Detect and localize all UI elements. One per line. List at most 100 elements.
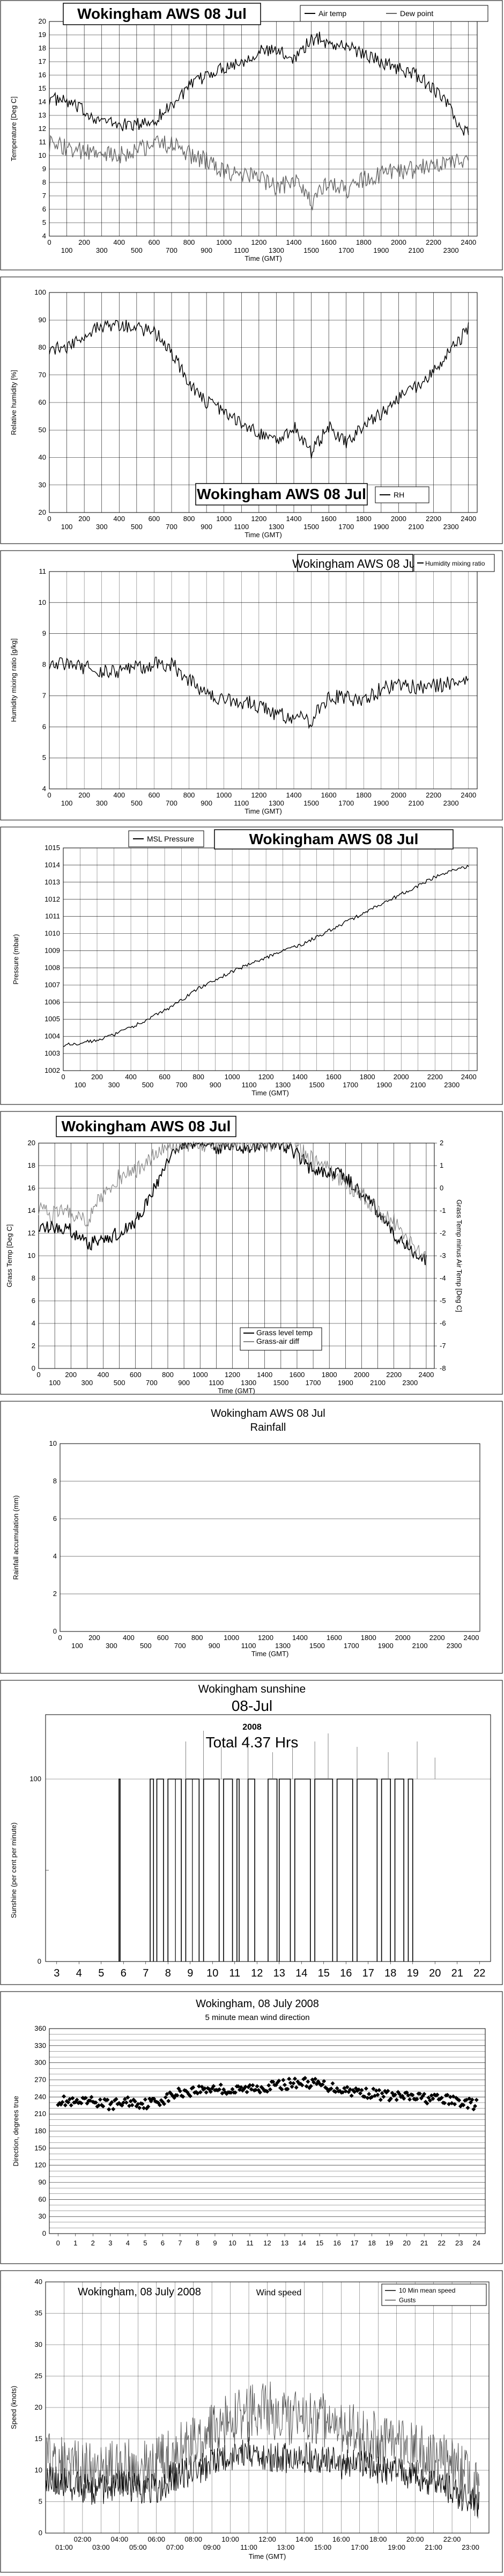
x-tick-label: 1000 xyxy=(224,1634,239,1642)
y-tick-label: 60 xyxy=(39,2195,46,2203)
x-tick-label: 2300 xyxy=(402,1379,418,1387)
direction-point xyxy=(63,2103,68,2107)
y-right-tick-label: 0 xyxy=(440,1184,443,1192)
x-tick-label: 1500 xyxy=(303,799,319,807)
x-tick-label: 400 xyxy=(123,1634,135,1642)
direction-point xyxy=(410,2092,415,2097)
x-tick-label: 22 xyxy=(438,2239,445,2247)
legend xyxy=(381,2284,487,2306)
y-tick-label: 0 xyxy=(42,2229,46,2237)
x-tick-label: 1500 xyxy=(303,246,319,254)
y-tick-label: 4 xyxy=(53,1552,57,1560)
direction-point xyxy=(175,2093,180,2098)
direction-point xyxy=(93,2100,98,2105)
y-right-axis-label: Grass Temp minus Air Temp [Deg C] xyxy=(455,1199,463,1312)
x-tick-label: 8 xyxy=(165,1967,171,1979)
chart-6: 0 100 Sunshine (per cent per minute) 3 4 5 6 7 8… xyxy=(0,1680,503,1985)
y-tick-label: 1009 xyxy=(45,947,60,955)
x-tick-label: 700 xyxy=(146,1379,158,1387)
legend-label: Grass-air diff xyxy=(256,1337,299,1345)
x-tick-label: 1100 xyxy=(234,799,249,807)
x-tick-label: 1400 xyxy=(286,515,302,523)
x-tick-label: 1200 xyxy=(251,791,266,799)
x-tick-label: 1800 xyxy=(356,238,372,246)
x-tick-label: 1900 xyxy=(373,246,389,254)
x-tick-label: 2100 xyxy=(410,1081,426,1089)
y-tick-label: 180 xyxy=(34,2127,46,2135)
x-tick-label: 400 xyxy=(113,791,125,799)
y-tick-label: 6 xyxy=(42,722,46,730)
direction-point xyxy=(471,2107,476,2112)
x-tick-label: 18:00 xyxy=(369,2535,387,2543)
y-tick-label: 7 xyxy=(42,192,46,200)
x-tick-label: 300 xyxy=(96,799,108,807)
series-line-1 xyxy=(49,32,469,136)
x-tick-label: 2100 xyxy=(370,1379,386,1387)
x-tick-label: 07:00 xyxy=(166,2543,184,2551)
x-tick-label: 1400 xyxy=(257,1371,272,1379)
x-tick-label: 19 xyxy=(407,1967,419,1979)
direction-point xyxy=(465,2105,470,2110)
direction-point xyxy=(364,2086,368,2091)
y-tick-label: 0 xyxy=(53,1627,57,1635)
y-tick-label: 0 xyxy=(32,1364,35,1372)
sunshine-bar xyxy=(407,1779,413,1962)
x-axis-label: Time (GMT) xyxy=(251,1650,289,1658)
legend-label: Humidity mixing ratio xyxy=(425,560,485,567)
y-tick-label: 5 xyxy=(42,218,46,226)
x-tick-label: 600 xyxy=(149,238,160,246)
x-tick-label: 1300 xyxy=(275,1642,291,1650)
x-tick-label: 2400 xyxy=(461,791,476,799)
direction-point xyxy=(312,2080,316,2085)
title-box xyxy=(63,3,261,25)
direction-point xyxy=(265,2089,270,2094)
direction-point xyxy=(447,2102,451,2106)
direction-point xyxy=(266,2083,271,2088)
direction-point xyxy=(367,2091,372,2096)
x-tick-label: 2200 xyxy=(427,1073,443,1081)
x-tick-label: 4 xyxy=(126,2239,130,2247)
x-tick-label: 0 xyxy=(47,238,51,246)
x-tick-label: 600 xyxy=(157,1634,169,1642)
y-tick-label: 4 xyxy=(42,232,46,240)
x-tick-label: 0 xyxy=(58,1634,62,1642)
direction-point xyxy=(142,2106,146,2111)
direction-point xyxy=(391,2093,396,2098)
y-tick-label: 20 xyxy=(39,508,46,516)
direction-point xyxy=(322,2079,327,2083)
x-tick-label: 300 xyxy=(96,523,108,531)
x-tick-label: 2000 xyxy=(391,238,406,246)
direction-point xyxy=(128,2099,133,2104)
direction-point xyxy=(397,2091,402,2096)
y-axis-label: Sunshine (per cent per minute) xyxy=(10,1823,18,1918)
direction-point xyxy=(201,2087,206,2092)
y-axis-label: Speed (knots) xyxy=(10,2386,18,2429)
x-tick-label: 1200 xyxy=(258,1634,273,1642)
y-tick-label: 10 xyxy=(39,151,46,159)
series-line-2 xyxy=(49,135,469,210)
x-tick-label: 900 xyxy=(201,523,212,531)
x-tick-label: 1000 xyxy=(225,1073,240,1081)
direction-point xyxy=(378,2097,383,2102)
sunshine-bar xyxy=(223,1779,233,1962)
x-tick-label: 11 xyxy=(246,2239,254,2247)
direction-point xyxy=(124,2100,129,2105)
x-tick-label: 1600 xyxy=(321,791,337,799)
x-tick-label: 2300 xyxy=(444,1081,459,1089)
chart-8: 0 5 10 15 20 25 30 35 40 02:00 04:00 06:00 08:00 10:0… xyxy=(0,2270,503,2573)
x-tick-label: 2200 xyxy=(386,1371,402,1379)
x-tick-label: 400 xyxy=(113,238,125,246)
y-tick-label: 13 xyxy=(39,111,46,119)
direction-point xyxy=(439,2096,444,2101)
x-tick-label: 1200 xyxy=(251,238,266,246)
direction-point xyxy=(457,2098,462,2103)
direction-point xyxy=(291,2081,296,2085)
x-tick-label: 1300 xyxy=(241,1379,256,1387)
direction-point xyxy=(377,2088,382,2092)
series-line-2 xyxy=(38,1141,427,1268)
direction-point xyxy=(335,2086,339,2091)
y-tick-label: 300 xyxy=(34,2059,46,2067)
y-tick-label: 100 xyxy=(34,288,46,296)
y-tick-label: 17 xyxy=(39,57,46,65)
